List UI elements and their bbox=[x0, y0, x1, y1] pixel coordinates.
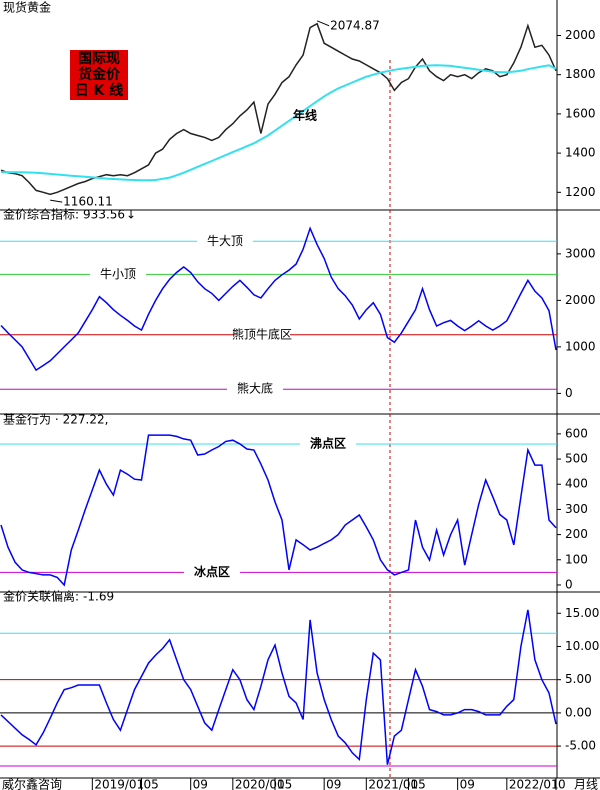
reference-label: 熊顶牛底区 bbox=[232, 326, 292, 341]
label-bg bbox=[197, 234, 253, 249]
y-tick-label: 1400 bbox=[565, 146, 596, 160]
y-tick-label: 500 bbox=[565, 452, 588, 466]
readout: 227.22, bbox=[63, 413, 109, 427]
y-tick-label: 400 bbox=[565, 477, 588, 491]
y-tick-label: 1600 bbox=[565, 106, 596, 120]
label-bg bbox=[227, 382, 283, 397]
y-tick-label: 0 bbox=[565, 386, 573, 400]
footer-left: 威尔鑫咨询 bbox=[2, 777, 62, 790]
panel-title: 金价综合指标: bbox=[3, 207, 79, 222]
readout-arrow: ↓ bbox=[126, 208, 136, 222]
x-tick-label: 2022/01 bbox=[509, 778, 559, 790]
panel-title: 现货黄金 bbox=[3, 0, 51, 15]
readout: -1.69 bbox=[83, 590, 114, 604]
annotation: 2074.87 bbox=[330, 18, 380, 32]
x-tick-label: 09 bbox=[193, 778, 208, 790]
label-bg bbox=[184, 565, 240, 580]
x-tick-label: 2019/01 bbox=[94, 778, 144, 790]
reference-label: 沸点区 bbox=[310, 435, 346, 450]
label-bg bbox=[234, 327, 290, 342]
reference-label: 熊大底 bbox=[237, 381, 273, 396]
reference-label: 牛小顶 bbox=[100, 266, 136, 281]
y-tick-label: 1800 bbox=[565, 67, 596, 81]
y-tick-label: 600 bbox=[565, 426, 588, 440]
y-tick-label: 5.00 bbox=[565, 672, 592, 686]
badge-text: 国际现 bbox=[78, 51, 120, 67]
readout: 933.56 bbox=[83, 208, 125, 222]
panel-title: 基金行为 · bbox=[3, 412, 59, 427]
panel-title: 金价关联偏离: bbox=[3, 589, 79, 604]
badge-text: 日 K 线 bbox=[75, 82, 124, 99]
x-tick-label: 2021/01 bbox=[368, 778, 418, 790]
series-line bbox=[1, 64, 557, 182]
y-tick-label: 300 bbox=[565, 502, 588, 516]
y-tick-label: 2000 bbox=[565, 28, 596, 42]
annotation-pointer bbox=[50, 199, 63, 203]
y-tick-label: 100 bbox=[565, 552, 588, 566]
label-bg bbox=[90, 267, 146, 282]
x-tick-label: 2020/01 bbox=[235, 778, 285, 790]
reference-label: 牛大顶 bbox=[207, 233, 243, 248]
y-tick-label: 0.00 bbox=[565, 705, 592, 719]
annotation-pointer bbox=[316, 20, 330, 27]
y-tick-label: 15.00 bbox=[565, 606, 599, 620]
y-tick-label: 0 bbox=[565, 577, 573, 591]
y-tick-label: 1000 bbox=[565, 339, 596, 353]
series-name: 年线 bbox=[293, 108, 317, 123]
series-line bbox=[0, 22, 557, 196]
series-line bbox=[0, 226, 557, 372]
y-tick-label: -5.00 bbox=[565, 739, 596, 753]
footer-right: 月线 bbox=[574, 778, 598, 790]
y-tick-label: 10.00 bbox=[565, 639, 599, 653]
y-tick-label: 3000 bbox=[565, 246, 596, 260]
y-tick-label: 2000 bbox=[565, 293, 596, 307]
y-tick-label: 1200 bbox=[565, 185, 596, 199]
x-tick-label: 05 bbox=[144, 778, 159, 790]
badge-box bbox=[70, 50, 128, 100]
series-line bbox=[0, 434, 557, 587]
reference-label: 冰点区 bbox=[194, 564, 230, 579]
y-tick-label: 200 bbox=[565, 527, 588, 541]
x-tick-label: 09 bbox=[460, 778, 475, 790]
x-tick-label: 05 bbox=[277, 778, 292, 790]
label-bg bbox=[300, 436, 356, 451]
annotation: 1160.11 bbox=[63, 195, 113, 209]
series-line bbox=[0, 609, 557, 765]
x-tick-label: 05 bbox=[410, 778, 425, 790]
badge-text: 货金价 bbox=[77, 66, 121, 83]
x-tick-label: 0 bbox=[558, 778, 566, 790]
x-tick-label: 09 bbox=[326, 778, 341, 790]
